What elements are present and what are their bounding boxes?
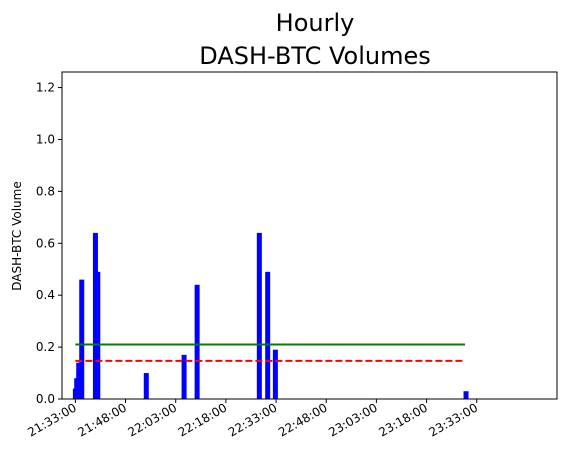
bar-7 <box>181 354 187 399</box>
bar-2 <box>76 362 82 399</box>
y-tick-label: 0.6 <box>36 236 55 250</box>
plot-frame <box>61 71 558 400</box>
chart-title-line-1: Hourly <box>276 9 355 37</box>
chart-title-line-2: DASH-BTC Volumes <box>199 42 430 70</box>
y-axis-label: DASH-BTC Volume <box>10 181 24 290</box>
y-tick-label: 1.2 <box>36 81 55 95</box>
y-tick-label: 0.4 <box>36 288 55 302</box>
bar-11 <box>272 349 278 399</box>
y-tick-label: 1.0 <box>36 132 55 146</box>
y-tick-label: 0.2 <box>36 340 55 354</box>
x-tick-label: 22:18:00 <box>176 400 230 439</box>
x-tick-label: 21:33:00 <box>25 400 79 439</box>
x-tick-label: 22:33:00 <box>226 400 280 439</box>
x-tick-label: 21:48:00 <box>75 400 129 439</box>
bar-3 <box>79 279 85 399</box>
x-tick-label: 23:03:00 <box>326 400 380 439</box>
bar-5 <box>95 271 101 399</box>
bar-12 <box>463 391 469 399</box>
x-tick-label: 22:48:00 <box>276 400 330 439</box>
x-tick-label: 23:33:00 <box>427 400 481 439</box>
y-tick-label: 0.8 <box>36 184 55 198</box>
x-tick-label: 23:18:00 <box>376 400 430 439</box>
bar-8 <box>194 284 200 399</box>
bar-6 <box>143 373 149 399</box>
bar-9 <box>256 232 262 399</box>
x-tick-label: 22:03:00 <box>126 400 180 439</box>
y-tick-label: 0.0 <box>36 392 55 406</box>
bar-10 <box>265 271 271 399</box>
